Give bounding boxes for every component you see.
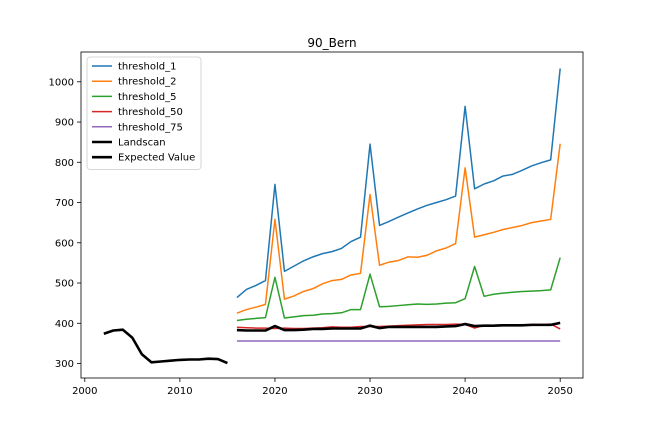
legend-label-threshold-75: threshold_75 [118, 122, 183, 133]
x-tick-label: 2040 [452, 386, 477, 397]
y-tick-label: 800 [55, 158, 74, 169]
legend-label-threshold-1: threshold_1 [118, 62, 176, 73]
series-layer [103, 68, 561, 365]
legend-label-threshold-50: threshold_50 [118, 107, 183, 118]
legend: threshold_1 threshold_2 threshold_5thresho… [86, 56, 202, 170]
legend-label-expected-value: Expected Value [118, 153, 195, 164]
x-tick-label: 2000 [72, 386, 97, 397]
x-tick-label: 2010 [167, 386, 192, 397]
x-tick-label: 2050 [547, 386, 572, 397]
y-tick-label: 500 [55, 279, 74, 290]
chart-title: 90_Bern [307, 36, 356, 50]
y-tick-label: 700 [55, 198, 74, 209]
y-tick-label: 600 [55, 238, 74, 249]
y-tick-label: 400 [55, 319, 74, 330]
series-line-landscan [103, 328, 228, 365]
series-line-threshold-5 [236, 257, 561, 322]
x-axis: 2000 2010 2020 2030 2040 2050 [72, 378, 573, 397]
legend-label-threshold-2: threshold_2 [118, 77, 176, 88]
y-tick-label: 300 [55, 359, 74, 370]
legend-box [86, 56, 202, 170]
y-axis: 300 400 500 600 700 800 900 1000 [49, 77, 81, 370]
y-tick-label: 900 [55, 118, 74, 129]
series-line-expected-value [236, 321, 561, 332]
x-tick-label: 2030 [357, 386, 382, 397]
y-tick-label: 1000 [49, 77, 74, 88]
legend-label-threshold-5: threshold_5 [118, 92, 176, 103]
series-line-threshold-1 [236, 68, 561, 299]
legend-label-landscan: Landscan [118, 138, 166, 149]
series-line-threshold-2 [236, 143, 561, 314]
plot-frame [80, 51, 584, 379]
x-tick-label: 2020 [262, 386, 287, 397]
